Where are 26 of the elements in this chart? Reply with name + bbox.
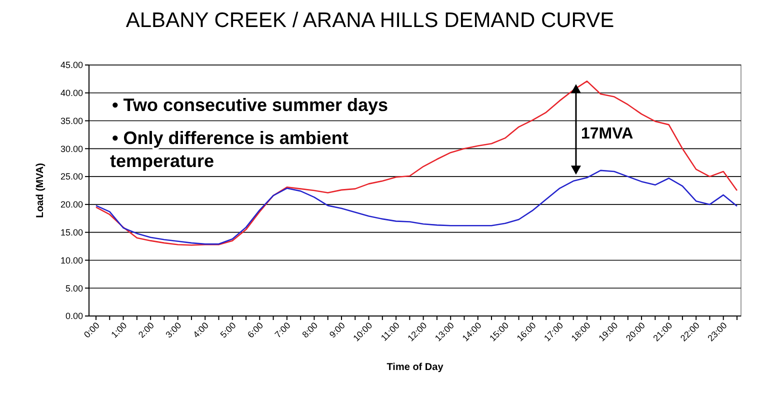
x-tick-label: 0:00 — [82, 320, 102, 340]
line-series — [95, 170, 738, 245]
y-tick-label: 35.00 — [60, 116, 83, 126]
chart-title: ALBANY CREEK / ARANA HILLS DEMAND CURVE — [126, 9, 614, 32]
y-tick-label: 45.00 — [60, 60, 83, 70]
y-axis-title: Load (MVA) — [35, 163, 46, 218]
x-tick-label: 6:00 — [246, 320, 266, 340]
x-tick-label: 9:00 — [327, 320, 347, 340]
x-tick-label: 5:00 — [218, 320, 238, 340]
annotation: • Two consecutive summer days — [112, 95, 388, 115]
y-tick-label: 20.00 — [60, 200, 83, 210]
annotation: • Only difference is ambient temperature — [110, 128, 348, 171]
x-tick-label: 4:00 — [191, 320, 211, 340]
x-tick-label: 8:00 — [300, 320, 320, 340]
x-axis-title: Time of Day — [386, 362, 444, 373]
y-tick-label: 15.00 — [60, 227, 83, 238]
y-tick-label: 0.00 — [65, 311, 83, 322]
y-tick-label: 5.00 — [65, 283, 83, 294]
y-tick-label: 25.00 — [60, 172, 83, 182]
x-tick-label: 7:00 — [272, 320, 292, 340]
y-tick-label: 30.00 — [60, 144, 83, 154]
annotation: 17MVA — [580, 125, 634, 142]
y-tick-label: 40.00 — [60, 88, 83, 98]
x-tick-label: 3:00 — [164, 320, 184, 340]
y-tick-label: 10.00 — [60, 255, 83, 266]
line-series — [95, 80, 738, 246]
